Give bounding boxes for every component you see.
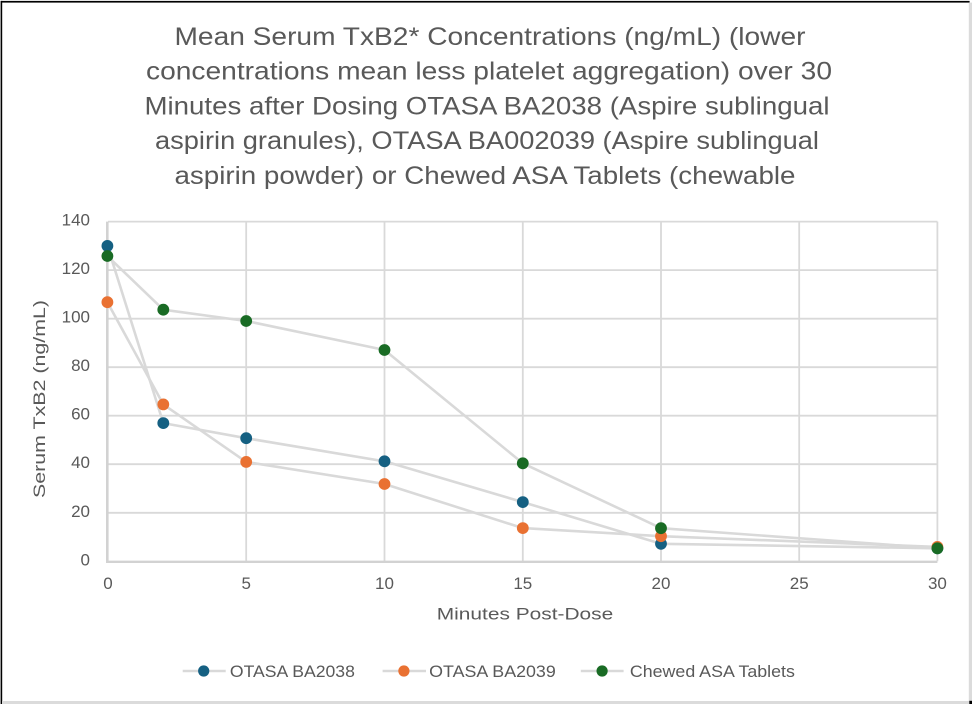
- svg-text:Chewed ASA Tablets: Chewed ASA Tablets: [630, 663, 795, 681]
- svg-text:60: 60: [71, 405, 90, 424]
- svg-text:25: 25: [790, 574, 809, 593]
- svg-text:0: 0: [103, 574, 112, 593]
- svg-text:0: 0: [81, 550, 90, 569]
- svg-text:concentrations mean less plate: concentrations mean less platelet aggreg…: [146, 58, 832, 86]
- svg-text:30: 30: [928, 574, 947, 593]
- svg-text:Serum TxB2 (ng/mL): Serum TxB2 (ng/mL): [30, 300, 49, 498]
- svg-text:120: 120: [62, 259, 90, 278]
- svg-text:20: 20: [652, 574, 671, 593]
- svg-text:10: 10: [375, 574, 394, 593]
- svg-text:OTASA BA2038: OTASA BA2038: [230, 663, 355, 681]
- svg-text:Mean Serum TxB2* Concentration: Mean Serum TxB2* Concentrations (ng/mL) …: [175, 23, 806, 51]
- svg-text:80: 80: [71, 356, 90, 375]
- svg-text:140: 140: [62, 211, 90, 230]
- svg-text:aspirin powder) or Chewed ASA: aspirin powder) or Chewed ASA Tablets (c…: [175, 162, 796, 190]
- svg-text:40: 40: [71, 453, 90, 472]
- svg-text:Minutes after Dosing OTASA BA2: Minutes after Dosing OTASA BA2038 (Aspir…: [145, 92, 830, 120]
- svg-text:15: 15: [513, 574, 532, 593]
- svg-text:aspirin granules), OTASA BA002: aspirin granules), OTASA BA002039 (Aspir…: [155, 127, 819, 155]
- svg-text:Minutes Post-Dose: Minutes Post-Dose: [437, 605, 614, 624]
- svg-text:100: 100: [62, 308, 90, 327]
- svg-text:OTASA BA2039: OTASA BA2039: [429, 663, 556, 681]
- svg-text:20: 20: [71, 502, 90, 521]
- svg-text:5: 5: [241, 574, 250, 593]
